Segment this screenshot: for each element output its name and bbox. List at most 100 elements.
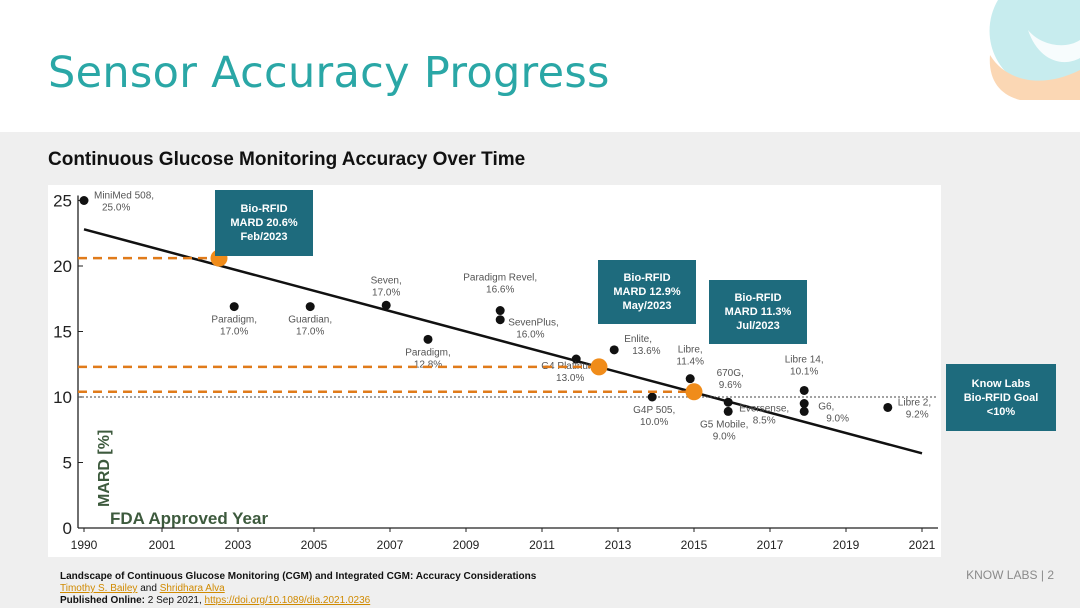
device-value-label: 17.0% xyxy=(296,327,324,338)
doi-link[interactable]: https://doi.org/10.1089/dia.2021.0236 xyxy=(204,595,371,606)
y-tick-label: 20 xyxy=(53,257,72,276)
callout-bio-rfid-feb-2023: Bio-RFID MARD 20.6% Feb/2023 xyxy=(215,190,313,256)
slide-title: Sensor Accuracy Progress xyxy=(48,48,610,98)
device-name-label: Libre 14, xyxy=(785,354,824,365)
y-tick-label: 25 xyxy=(53,192,72,211)
slide-header: Sensor Accuracy Progress xyxy=(0,0,1080,132)
device-value-label: 11.4% xyxy=(676,357,704,368)
decorative-wave-graphic xyxy=(989,0,1080,100)
device-point xyxy=(571,354,581,364)
bio-rfid-point xyxy=(685,383,703,401)
device-value-label: 9.0% xyxy=(713,431,736,442)
device-point xyxy=(423,334,433,344)
device-value-label: 9.0% xyxy=(826,413,849,424)
y-tick-label: 10 xyxy=(53,388,72,407)
callout-line: Bio-RFID xyxy=(623,272,671,284)
page-number: 2 xyxy=(1047,568,1054,582)
device-value-label: 8.5% xyxy=(753,416,776,427)
x-tick-label: 2007 xyxy=(377,538,404,552)
device-value-label: 13.6% xyxy=(632,346,660,357)
device-value-label: 12.8% xyxy=(414,359,442,370)
device-name-label: G4 Platinum, xyxy=(541,361,599,372)
device-name-label: Libre 2, xyxy=(898,397,931,408)
device-point xyxy=(305,302,315,312)
y-axis-label: MARD [%] xyxy=(96,430,113,507)
trend-line xyxy=(83,228,923,455)
author-link[interactable]: Timothy S. Bailey xyxy=(60,583,138,594)
device-value-label: 17.0% xyxy=(220,327,248,338)
callout-line: Bio-RFID xyxy=(734,292,782,304)
device-name-label: Guardian, xyxy=(288,315,332,326)
x-tick-label: 2015 xyxy=(681,538,708,552)
x-tick-label: 2009 xyxy=(453,538,480,552)
device-point xyxy=(685,374,695,384)
callout-bio-rfid-goal: Know Labs Bio-RFID Goal <10% xyxy=(946,364,1056,431)
device-point xyxy=(723,406,733,416)
x-axis-label: FDA Approved Year xyxy=(110,509,268,528)
published-label: Published Online: xyxy=(60,595,146,606)
device-point xyxy=(79,196,89,205)
bio-rfid-point xyxy=(590,358,608,376)
citation-published: Published Online: 2 Sep 2021, https://do… xyxy=(60,595,536,607)
x-tick-label: 2021 xyxy=(909,538,936,552)
device-name-label: MiniMed 508, xyxy=(94,191,154,202)
device-point xyxy=(647,392,657,402)
callout-line: Know Labs xyxy=(971,377,1031,390)
footer-separator: | xyxy=(1040,568,1044,582)
device-value-label: 16.0% xyxy=(516,330,544,341)
device-name-label: SevenPlus, xyxy=(508,318,559,329)
device-point xyxy=(495,306,505,316)
x-tick-label: 2017 xyxy=(757,538,784,552)
citation-title: Landscape of Continuous Glucose Monitori… xyxy=(60,571,537,582)
footer-brand-name: KNOW LABS xyxy=(966,568,1038,582)
y-tick-label: 0 xyxy=(63,519,72,538)
device-value-label: 10.0% xyxy=(640,417,668,428)
device-point xyxy=(495,315,505,325)
device-point xyxy=(883,402,893,412)
device-name-label: Paradigm, xyxy=(211,315,257,326)
callout-line: Feb/2023 xyxy=(240,231,288,243)
x-tick-label: 2003 xyxy=(225,538,252,552)
cgm-accuracy-chart: 0 5 10 15 20 25 1990 2001 2003 2005 2007 2009 2011 20… xyxy=(48,185,941,557)
device-point xyxy=(381,300,391,310)
device-name-label: Paradigm Revel, xyxy=(463,273,537,284)
footer: KNOW LABS | 2 xyxy=(966,568,1054,582)
device-name-label: Eversense, xyxy=(739,404,789,415)
device-point xyxy=(229,302,239,312)
callout-line: MARD 11.3% xyxy=(724,306,792,318)
x-tick-label: 1990 xyxy=(71,538,98,552)
author-link[interactable]: Shridhara Alva xyxy=(159,583,225,594)
y-tick-label: 15 xyxy=(53,323,72,342)
x-tick-label: 2013 xyxy=(605,538,632,552)
callout-bio-rfid-may-2023: Bio-RFID MARD 12.9% May/2023 xyxy=(598,260,696,324)
x-tick-label: 2005 xyxy=(301,538,328,552)
callout-line: MARD 20.6% xyxy=(230,217,298,229)
device-value-label: 13.0% xyxy=(556,373,584,384)
callout-line: <10% xyxy=(986,405,1016,418)
device-point xyxy=(799,406,809,416)
device-point xyxy=(609,345,619,355)
device-name-label: Seven, xyxy=(371,275,402,286)
device-value-label: 9.2% xyxy=(906,409,929,420)
author-conjunction: and xyxy=(140,583,157,594)
published-date: 2 Sep 2021, xyxy=(147,595,202,606)
callout-line: MARD 12.9% xyxy=(613,286,681,298)
device-point xyxy=(723,397,733,407)
device-name-label: 670G, xyxy=(717,368,744,379)
x-tick-label: 2019 xyxy=(833,538,860,552)
callout-line: Jul/2023 xyxy=(736,320,780,332)
x-tick-label: 2011 xyxy=(529,538,555,552)
device-name-label: G4P 505, xyxy=(633,405,675,416)
device-name-label: Enlite, xyxy=(624,334,652,345)
citation-authors: Timothy S. Bailey and Shridhara Alva xyxy=(60,583,536,595)
x-tick-label: 2001 xyxy=(149,538,176,552)
citation: Landscape of Continuous Glucose Monitori… xyxy=(60,571,536,607)
device-value-label: 17.0% xyxy=(372,287,400,298)
callout-bio-rfid-jul-2023: Bio-RFID MARD 11.3% Jul/2023 xyxy=(709,280,807,344)
device-name-label: G5 Mobile, xyxy=(700,419,748,430)
device-value-label: 9.6% xyxy=(719,380,742,391)
device-point xyxy=(799,385,809,395)
callout-line: Bio-RFID Goal xyxy=(963,391,1039,404)
device-name-label: Paradigm, xyxy=(405,347,451,358)
device-point xyxy=(799,399,809,409)
